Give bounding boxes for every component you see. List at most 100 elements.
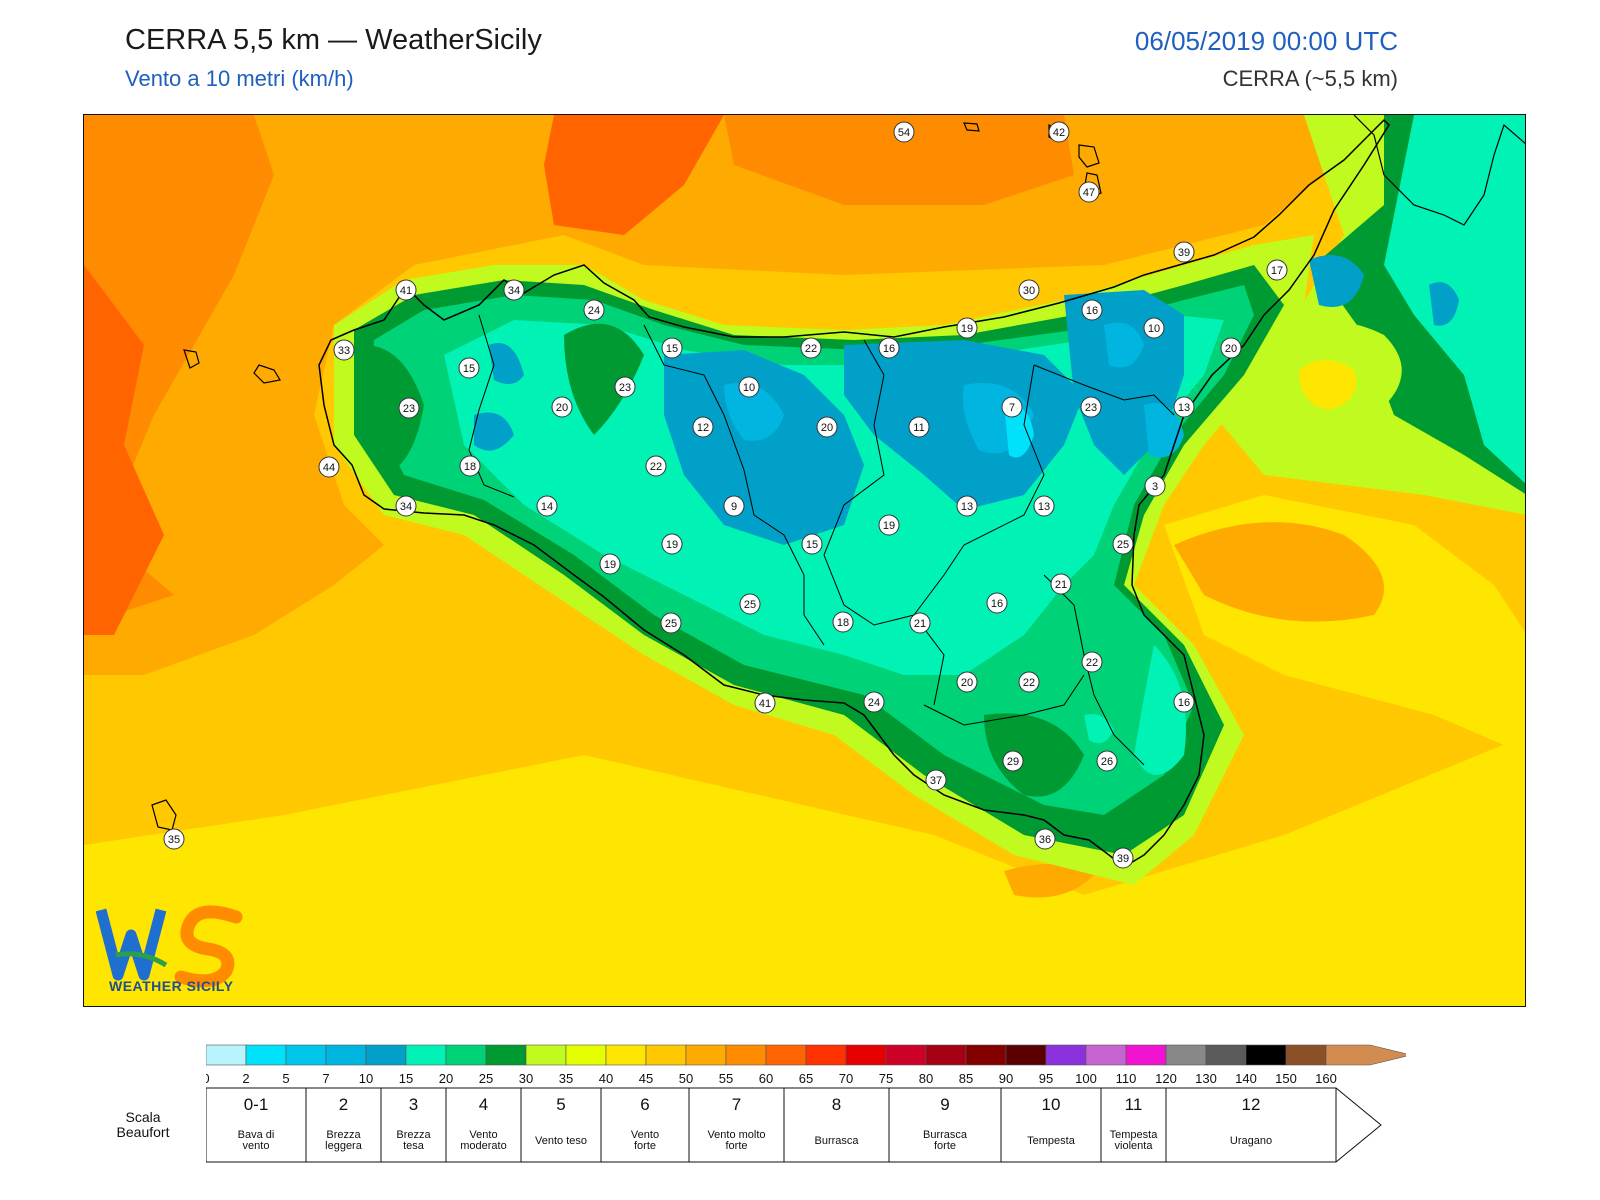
station-value: 19	[883, 520, 895, 532]
station-marker: 20	[551, 396, 573, 418]
colorbar-tick-label: 90	[999, 1071, 1013, 1086]
station-circle	[614, 376, 636, 398]
beaufort-number: 2	[339, 1095, 348, 1114]
station-circle	[1081, 299, 1103, 321]
station-value: 34	[508, 285, 520, 297]
colorbar-segment	[1045, 1044, 1087, 1066]
station-value: 24	[588, 305, 600, 317]
beaufort-cell	[305, 1087, 382, 1163]
station-value: 54	[898, 127, 910, 139]
station-circle	[661, 337, 683, 359]
station-marker: 18	[832, 611, 854, 633]
station-circle	[863, 691, 885, 713]
station-circle	[583, 299, 605, 321]
colorbar-tick-label: 120	[1155, 1071, 1177, 1086]
station-marker: 19	[599, 553, 621, 575]
station-value: 41	[759, 698, 771, 710]
station-marker: 15	[458, 357, 480, 379]
colorbar-tick-label: 95	[1039, 1071, 1053, 1086]
station-value: 13	[1038, 501, 1050, 513]
province-boundary	[643, 324, 825, 646]
station-value: 10	[743, 382, 755, 394]
station-value: 34	[400, 501, 412, 513]
station-circle	[1220, 337, 1242, 359]
station-marker: 24	[583, 299, 605, 321]
logo-w-shape	[96, 908, 167, 981]
eolie-island	[1078, 144, 1100, 168]
station-circle	[1080, 396, 1102, 418]
wind-zone	[1174, 522, 1384, 622]
station-circle	[692, 416, 714, 438]
colorbar-segment	[1005, 1044, 1047, 1066]
station-marker: 21	[1050, 573, 1072, 595]
station-circle	[536, 495, 558, 517]
station-circle	[1033, 495, 1055, 517]
colorbar-segment	[1205, 1044, 1247, 1066]
colorbar-tick-label: 65	[799, 1071, 813, 1086]
station-circle	[551, 396, 573, 418]
station-circle	[723, 495, 745, 517]
province-boundary	[823, 339, 915, 626]
station-circle	[1050, 573, 1072, 595]
station-marker: 25	[660, 612, 682, 634]
station-circle	[661, 533, 683, 555]
station-marker: 3	[1144, 475, 1166, 497]
colorbar-segment	[965, 1044, 1007, 1066]
beaufort-number: 8	[832, 1095, 841, 1114]
station-marker: 22	[645, 455, 667, 477]
station-value: 14	[541, 501, 553, 513]
beaufort-label: Uragano	[1230, 1135, 1272, 1147]
beaufort-number: 9	[940, 1095, 949, 1114]
wind-speed-colorbar: 0257101520253035404550556065707580859095…	[206, 1044, 1406, 1086]
station-value: 20	[1225, 343, 1237, 355]
colorbar-segment	[1325, 1044, 1406, 1066]
station-marker: 19	[956, 317, 978, 339]
wind-zone	[664, 350, 864, 545]
wind-zone	[1104, 322, 1144, 368]
map-title: CERRA 5,5 km — WeatherSicily	[125, 24, 542, 56]
station-circle	[1173, 241, 1195, 263]
wind-zone	[84, 265, 164, 635]
station-value: 23	[403, 403, 415, 415]
station-marker: 22	[1018, 671, 1040, 693]
station-circle	[163, 828, 185, 850]
station-marker: 23	[1080, 396, 1102, 418]
station-value: 33	[338, 345, 350, 357]
station-value: 39	[1178, 247, 1190, 259]
station-marker: 14	[536, 495, 558, 517]
logo-s-shape	[174, 905, 243, 988]
station-marker: 26	[1096, 750, 1118, 772]
station-circle	[1034, 828, 1056, 850]
logo-wordmark: WEATHER SICILY	[109, 978, 234, 994]
wind-zone	[489, 343, 524, 384]
station-marker: 18	[459, 455, 481, 477]
colorbar-tick-label: 35	[559, 1071, 573, 1086]
colorbar-segment	[325, 1044, 367, 1066]
station-circle	[816, 416, 838, 438]
colorbar-segment	[565, 1044, 607, 1066]
station-circle	[1144, 475, 1166, 497]
map-subtitle: Vento a 10 metri (km/h)	[125, 66, 354, 91]
colorbar-tick-label: 140	[1235, 1071, 1257, 1086]
wind-zone	[1299, 360, 1357, 410]
colorbar-tick-label: 40	[599, 1071, 613, 1086]
station-marker: 25	[739, 593, 761, 615]
station-circle	[599, 553, 621, 575]
colorbar-tick-label: 5	[282, 1071, 289, 1086]
station-circle	[1266, 259, 1288, 281]
station-circle	[660, 612, 682, 634]
station-value: 19	[666, 539, 678, 551]
station-value: 41	[400, 285, 412, 297]
colorbar-segment	[1165, 1044, 1207, 1066]
wind-zone	[1004, 863, 1094, 898]
weather-sicily-logo	[96, 905, 243, 988]
beaufort-number: 5	[556, 1095, 565, 1114]
station-circle	[395, 279, 417, 301]
station-marker: 20	[1220, 337, 1242, 359]
station-marker: 16	[986, 592, 1008, 614]
station-value: 16	[1178, 697, 1190, 709]
station-marker: 16	[1173, 691, 1195, 713]
station-value: 30	[1023, 285, 1035, 297]
colorbar-segment	[765, 1044, 807, 1066]
colorbar-tick-label: 75	[879, 1071, 893, 1086]
